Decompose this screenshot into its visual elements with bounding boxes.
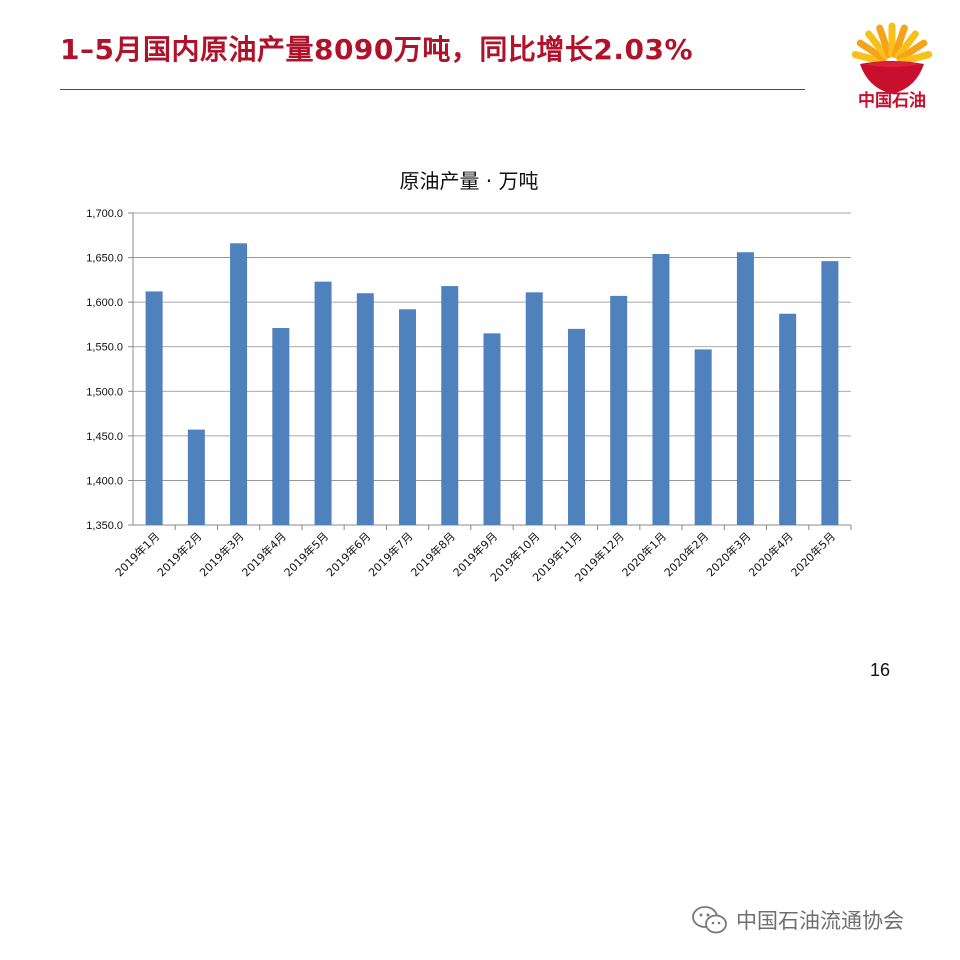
bar	[779, 313, 797, 525]
watermark: 中国石油流通协会	[690, 904, 904, 936]
x-tick-label: 2019年6月	[323, 529, 373, 579]
x-tick-label: 2019年7月	[365, 529, 415, 579]
bar	[652, 254, 670, 525]
bar	[187, 429, 205, 525]
petrochina-sun-logo-icon	[851, 22, 933, 94]
bar	[483, 333, 501, 525]
x-tick-label: 2020年1月	[619, 529, 669, 579]
page-number: 16	[870, 660, 891, 680]
x-tick-label: 2019年8月	[408, 529, 458, 579]
bar	[567, 328, 585, 525]
x-tick-label: 2020年5月	[788, 529, 838, 579]
y-tick-label: 1,550.0	[86, 342, 123, 354]
y-tick-label: 1,500.0	[86, 386, 123, 398]
x-tick-label: 2019年4月	[239, 529, 289, 579]
bar	[694, 349, 712, 525]
bar	[272, 327, 290, 525]
watermark-text: 中国石油流通协会	[736, 909, 904, 933]
x-tick-label: 2020年4月	[746, 529, 796, 579]
bar	[399, 309, 417, 525]
wechat-icon	[692, 906, 727, 934]
bar	[821, 261, 839, 525]
logo-text: 中国石油	[858, 91, 926, 111]
y-axis: 1,350.0 1,400.0 1,450.0 1,500.0 1,550.0 1,600…	[86, 208, 123, 532]
y-tick-label: 1,350.0	[86, 520, 123, 532]
bar	[610, 295, 628, 525]
y-tick-label: 1,650.0	[86, 253, 123, 265]
bar	[736, 252, 754, 526]
y-tick-label: 1,600.0	[86, 297, 123, 309]
bar	[525, 292, 543, 525]
x-tick-label: 2019年3月	[197, 529, 247, 579]
slide-title: 1–5月国内原油产量8090万吨，同比增长2.03%	[60, 33, 694, 66]
x-tick-label: 2019年1月	[112, 529, 162, 579]
x-axis: 2019年1月2019年2月2019年3月2019年4月2019年5月2019年…	[112, 525, 852, 584]
title-divider	[60, 89, 805, 90]
bar	[356, 293, 374, 525]
bars	[145, 243, 839, 526]
bar	[314, 281, 332, 525]
y-tick-label: 1,450.0	[86, 431, 123, 443]
y-tick-label: 1,700.0	[86, 208, 123, 220]
x-tick-label: 2020年2月	[661, 529, 711, 579]
bar	[145, 291, 163, 525]
chart-title: 原油产量 · 万吨	[399, 169, 538, 193]
bar	[441, 286, 459, 525]
x-tick-label: 2019年2月	[154, 529, 204, 579]
x-tick-label: 2019年5月	[281, 529, 331, 579]
x-tick-label: 2020年3月	[703, 529, 753, 579]
bar	[230, 243, 248, 525]
y-tick-label: 1,400.0	[86, 475, 123, 487]
